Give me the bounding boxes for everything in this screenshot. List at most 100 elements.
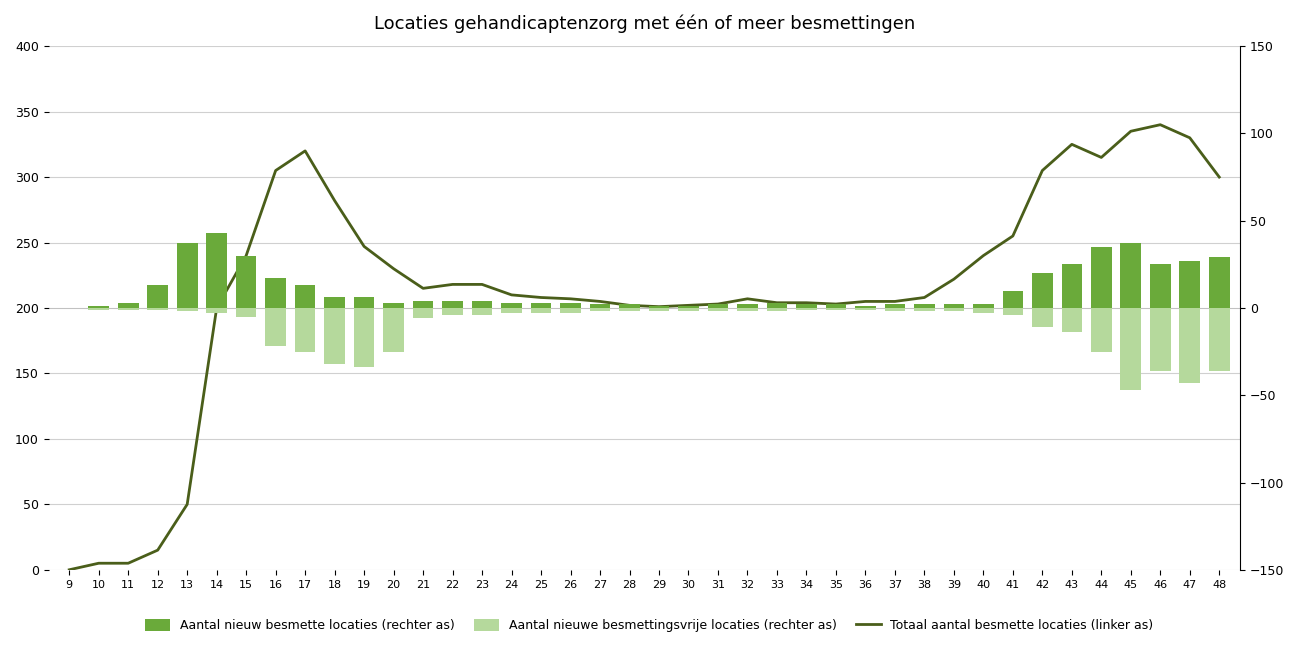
Bar	[325, 298, 346, 308]
Totaal aantal besmette locaties (linker as)	[534, 294, 549, 302]
Totaal aantal besmette locaties (linker as)	[1124, 127, 1139, 135]
Bar	[1031, 273, 1052, 308]
Bar	[147, 308, 168, 309]
Totaal aantal besmette locaties (linker as)	[1152, 121, 1168, 129]
Bar	[560, 303, 581, 308]
Totaal aantal besmette locaties (linker as)	[592, 298, 608, 305]
Bar	[88, 306, 109, 308]
Bar	[442, 301, 462, 308]
Bar	[413, 301, 434, 308]
Totaal aantal besmette locaties (linker as)	[474, 281, 490, 289]
Bar	[177, 308, 197, 311]
Bar	[295, 285, 316, 308]
Bar	[1091, 247, 1112, 308]
Bar	[620, 304, 640, 308]
Bar	[708, 304, 729, 308]
Bar	[383, 303, 404, 308]
Totaal aantal besmette locaties (linker as)	[1094, 153, 1109, 161]
Bar	[1150, 308, 1170, 370]
Bar	[560, 308, 581, 313]
Totaal aantal besmette locaties (linker as)	[149, 546, 165, 554]
Totaal aantal besmette locaties (linker as)	[562, 295, 578, 303]
Bar	[826, 308, 846, 309]
Totaal aantal besmette locaties (linker as)	[711, 300, 726, 308]
Totaal aantal besmette locaties (linker as)	[121, 560, 136, 567]
Line: Totaal aantal besmette locaties (linker as): Totaal aantal besmette locaties (linker …	[69, 125, 1220, 570]
Bar	[796, 304, 817, 308]
Bar	[501, 308, 522, 313]
Title: Locaties gehandicaptenzorg met één of meer besmettingen: Locaties gehandicaptenzorg met één of me…	[374, 15, 914, 34]
Totaal aantal besmette locaties (linker as)	[829, 300, 844, 308]
Bar	[766, 303, 787, 308]
Bar	[207, 308, 227, 313]
Bar	[914, 304, 935, 308]
Totaal aantal besmette locaties (linker as)	[887, 298, 903, 305]
Totaal aantal besmette locaties (linker as)	[268, 166, 283, 174]
Bar	[265, 278, 286, 308]
Bar	[207, 233, 227, 308]
Totaal aantal besmette locaties (linker as)	[1064, 140, 1079, 148]
Bar	[1209, 308, 1230, 370]
Totaal aantal besmette locaties (linker as)	[386, 265, 401, 272]
Bar	[1179, 261, 1200, 308]
Bar	[766, 308, 787, 311]
Bar	[590, 308, 611, 311]
Totaal aantal besmette locaties (linker as)	[769, 299, 785, 307]
Bar	[1150, 265, 1170, 308]
Bar	[531, 303, 551, 308]
Bar	[796, 308, 817, 309]
Totaal aantal besmette locaties (linker as)	[239, 252, 255, 259]
Totaal aantal besmette locaties (linker as)	[416, 285, 431, 292]
Totaal aantal besmette locaties (linker as)	[444, 281, 460, 289]
Bar	[472, 301, 492, 308]
Totaal aantal besmette locaties (linker as)	[356, 242, 372, 250]
Bar	[1061, 265, 1082, 308]
Bar	[1003, 308, 1024, 315]
Bar	[737, 304, 757, 308]
Bar	[708, 308, 729, 311]
Bar	[678, 306, 699, 308]
Totaal aantal besmette locaties (linker as)	[179, 500, 195, 508]
Bar	[531, 308, 551, 313]
Totaal aantal besmette locaties (linker as)	[651, 303, 666, 311]
Bar	[1061, 308, 1082, 332]
Bar	[855, 306, 876, 308]
Totaal aantal besmette locaties (linker as)	[91, 560, 107, 567]
Bar	[353, 298, 374, 308]
Bar	[147, 285, 168, 308]
Bar	[472, 308, 492, 315]
Bar	[265, 308, 286, 346]
Totaal aantal besmette locaties (linker as)	[946, 275, 961, 283]
Totaal aantal besmette locaties (linker as)	[739, 295, 755, 303]
Totaal aantal besmette locaties (linker as)	[1212, 173, 1228, 181]
Bar	[413, 308, 434, 318]
Bar	[177, 243, 197, 308]
Totaal aantal besmette locaties (linker as)	[622, 302, 638, 309]
Totaal aantal besmette locaties (linker as)	[297, 147, 313, 155]
Bar	[118, 303, 139, 308]
Bar	[236, 255, 256, 308]
Bar	[914, 308, 935, 311]
Bar	[88, 308, 109, 309]
Bar	[1209, 257, 1230, 308]
Bar	[1121, 243, 1141, 308]
Bar	[353, 308, 374, 367]
Bar	[118, 308, 139, 309]
Bar	[973, 304, 994, 308]
Bar	[943, 304, 964, 308]
Totaal aantal besmette locaties (linker as)	[327, 197, 343, 205]
Bar	[295, 308, 316, 352]
Bar	[648, 308, 669, 311]
Totaal aantal besmette locaties (linker as)	[799, 299, 814, 307]
Totaal aantal besmette locaties (linker as)	[61, 566, 77, 574]
Totaal aantal besmette locaties (linker as)	[681, 302, 696, 309]
Bar	[1091, 308, 1112, 352]
Bar	[620, 308, 640, 311]
Bar	[855, 308, 876, 309]
Bar	[885, 304, 905, 308]
Totaal aantal besmette locaties (linker as)	[917, 294, 933, 302]
Bar	[501, 303, 522, 308]
Bar	[973, 308, 994, 313]
Legend: Aantal nieuw besmette locaties (rechter as), Aantal nieuwe besmettingsvrije loca: Aantal nieuw besmette locaties (rechter …	[140, 614, 1159, 637]
Bar	[737, 308, 757, 311]
